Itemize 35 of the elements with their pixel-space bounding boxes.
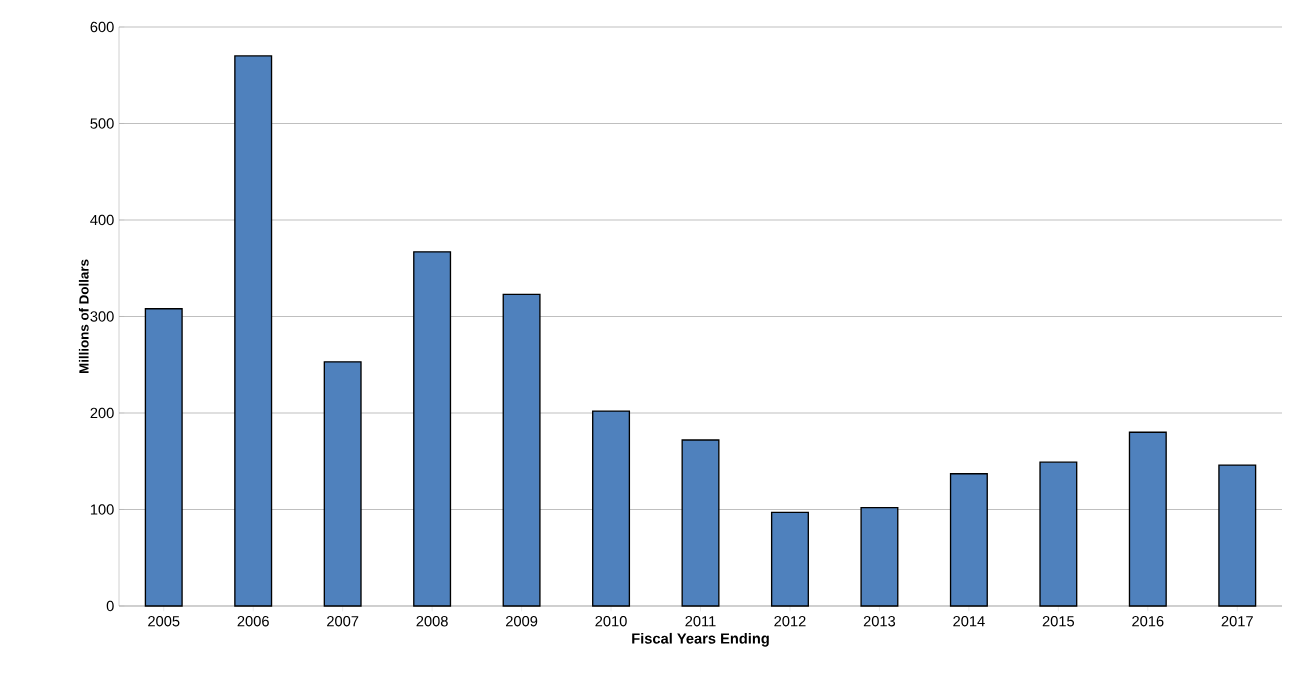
bar — [323, 361, 362, 607]
x-tick-label: 2013 — [863, 616, 896, 627]
bar — [949, 473, 988, 607]
x-tick-label: 2010 — [595, 616, 627, 627]
y-tick-label: 600 — [90, 21, 114, 33]
bar — [592, 410, 631, 607]
y-tick-label: 100 — [90, 504, 114, 515]
bar — [1039, 461, 1078, 607]
y-axis-title: Millions of Dollars — [78, 259, 89, 373]
y-tick-label: 300 — [90, 311, 114, 322]
x-tick-label: 2011 — [685, 616, 716, 627]
bar — [502, 293, 541, 607]
bar — [681, 439, 720, 607]
x-tick-label: 2007 — [327, 616, 359, 627]
y-tick-label: 500 — [90, 118, 114, 129]
bar — [1128, 431, 1167, 607]
y-tick-label: 200 — [90, 407, 114, 419]
x-tick-label: 2017 — [1221, 616, 1253, 627]
x-axis-title: Fiscal Years Ending — [632, 632, 769, 647]
bar — [770, 511, 809, 607]
y-tick-label: 400 — [90, 214, 114, 226]
x-tick-label: 2016 — [1132, 616, 1164, 627]
x-tick-label: 2015 — [1042, 616, 1075, 627]
bar — [860, 506, 899, 607]
x-tick-label: 2009 — [506, 616, 538, 627]
x-tick-label: 2014 — [953, 616, 985, 627]
bar — [234, 55, 273, 607]
bar — [144, 308, 183, 607]
x-tick-label: 2008 — [416, 616, 448, 627]
x-tick-label: 2012 — [774, 616, 806, 627]
bar — [1218, 464, 1257, 607]
bar — [413, 251, 452, 607]
x-tick-label: 2005 — [148, 616, 180, 627]
y-tick-label: 0 — [106, 600, 114, 612]
x-tick-label: 2006 — [237, 616, 269, 627]
